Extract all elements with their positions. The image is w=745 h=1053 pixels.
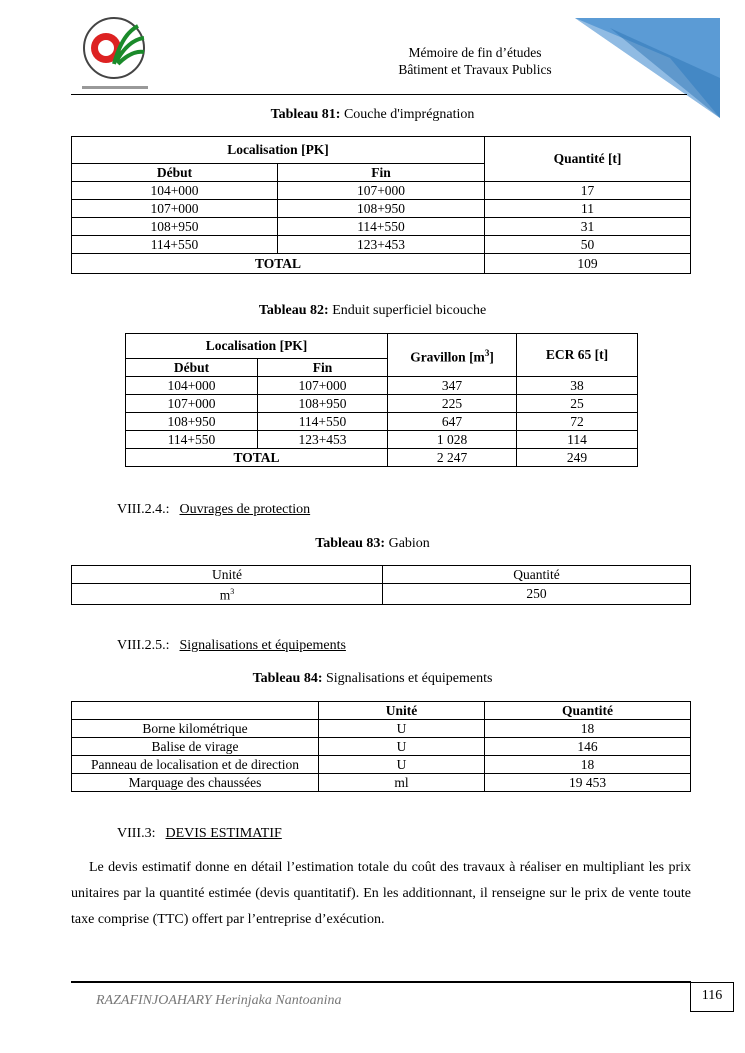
section-heading-8-2-4: VIII.2.4.: Ouvrages de protection — [117, 502, 311, 517]
body-paragraph: Le devis estimatif donne en détail l’est… — [71, 860, 691, 927]
header-cell: Début — [125, 358, 258, 377]
footer-rule — [71, 981, 691, 983]
footer-author: RAZAFINJOAHARY Herinjaka Nantoanina — [96, 993, 342, 1008]
header-title: Mémoire de fin d’études — [408, 45, 542, 60]
table-81-caption: Tableau 81: Couche d'imprégnation — [270, 107, 475, 122]
table-84: Unité Quantité Borne kilométrique U 18 Bali… — [71, 701, 691, 792]
table-row: m3 250 — [71, 583, 691, 605]
table-row: Marquage des chaussées ml 19 453 — [71, 773, 691, 792]
table-row: 108+950 114+550 31 — [71, 217, 691, 236]
table-row: 114+550 123+453 1 028 114 — [125, 430, 638, 449]
total-row: TOTAL 2 247 249 — [125, 448, 638, 467]
header-cell: Localisation [PK] — [71, 136, 485, 164]
table-row: 104+000 107+000 347 38 — [125, 376, 638, 395]
header-cell: ECR 65 [t] — [516, 333, 638, 377]
header-cell: Début — [71, 163, 278, 182]
header-cell: Gravillon [m3] — [387, 333, 517, 377]
table-row: Balise de virage U 146 — [71, 737, 691, 756]
table-82: Localisation [PK] Gravillon [m3] ECR 65 [t… — [125, 333, 638, 467]
header-rule — [71, 94, 687, 95]
table-83-caption: Tableau 83: Gabion — [315, 536, 430, 551]
table-row: Panneau de localisation et de direction U… — [71, 755, 691, 774]
header-row: Unité Quantité — [71, 701, 691, 720]
header-cell: Quantité [t] — [484, 136, 691, 182]
table-83: Unité Quantité m3 250 — [71, 565, 691, 605]
header-cell: Fin — [277, 163, 485, 182]
table-row: 107+000 108+950 11 — [71, 199, 691, 218]
table-81: Localisation [PK] Quantité [t] Début Fin 1… — [71, 136, 691, 274]
total-row: TOTAL 109 — [71, 253, 691, 274]
table-row: 104+000 107+000 17 — [71, 181, 691, 200]
table-row: 107+000 108+950 225 25 — [125, 394, 638, 413]
section-heading-8-3: VIII.3: DEVIS ESTIMATIF — [117, 826, 282, 841]
page-number: 116 — [690, 982, 734, 1012]
header-subtitle: Bâtiment et Travaux Publics — [398, 62, 552, 77]
section-heading-8-2-5: VIII.2.5.: Signalisations et équipements — [117, 638, 346, 653]
header-cell: Localisation [PK] — [125, 333, 388, 359]
table-84-caption: Tableau 84: Signalisations et équipement… — [252, 671, 493, 686]
university-logo — [82, 17, 148, 89]
table-row: 114+550 123+453 50 — [71, 235, 691, 254]
header-row: Unité Quantité — [71, 565, 691, 584]
table-row: Borne kilométrique U 18 — [71, 719, 691, 738]
header-cell: Fin — [257, 358, 388, 377]
table-82-caption: Tableau 82: Enduit superficiel bicouche — [258, 303, 487, 318]
table-row: 108+950 114+550 647 72 — [125, 412, 638, 431]
corner-decoration — [575, 18, 720, 118]
